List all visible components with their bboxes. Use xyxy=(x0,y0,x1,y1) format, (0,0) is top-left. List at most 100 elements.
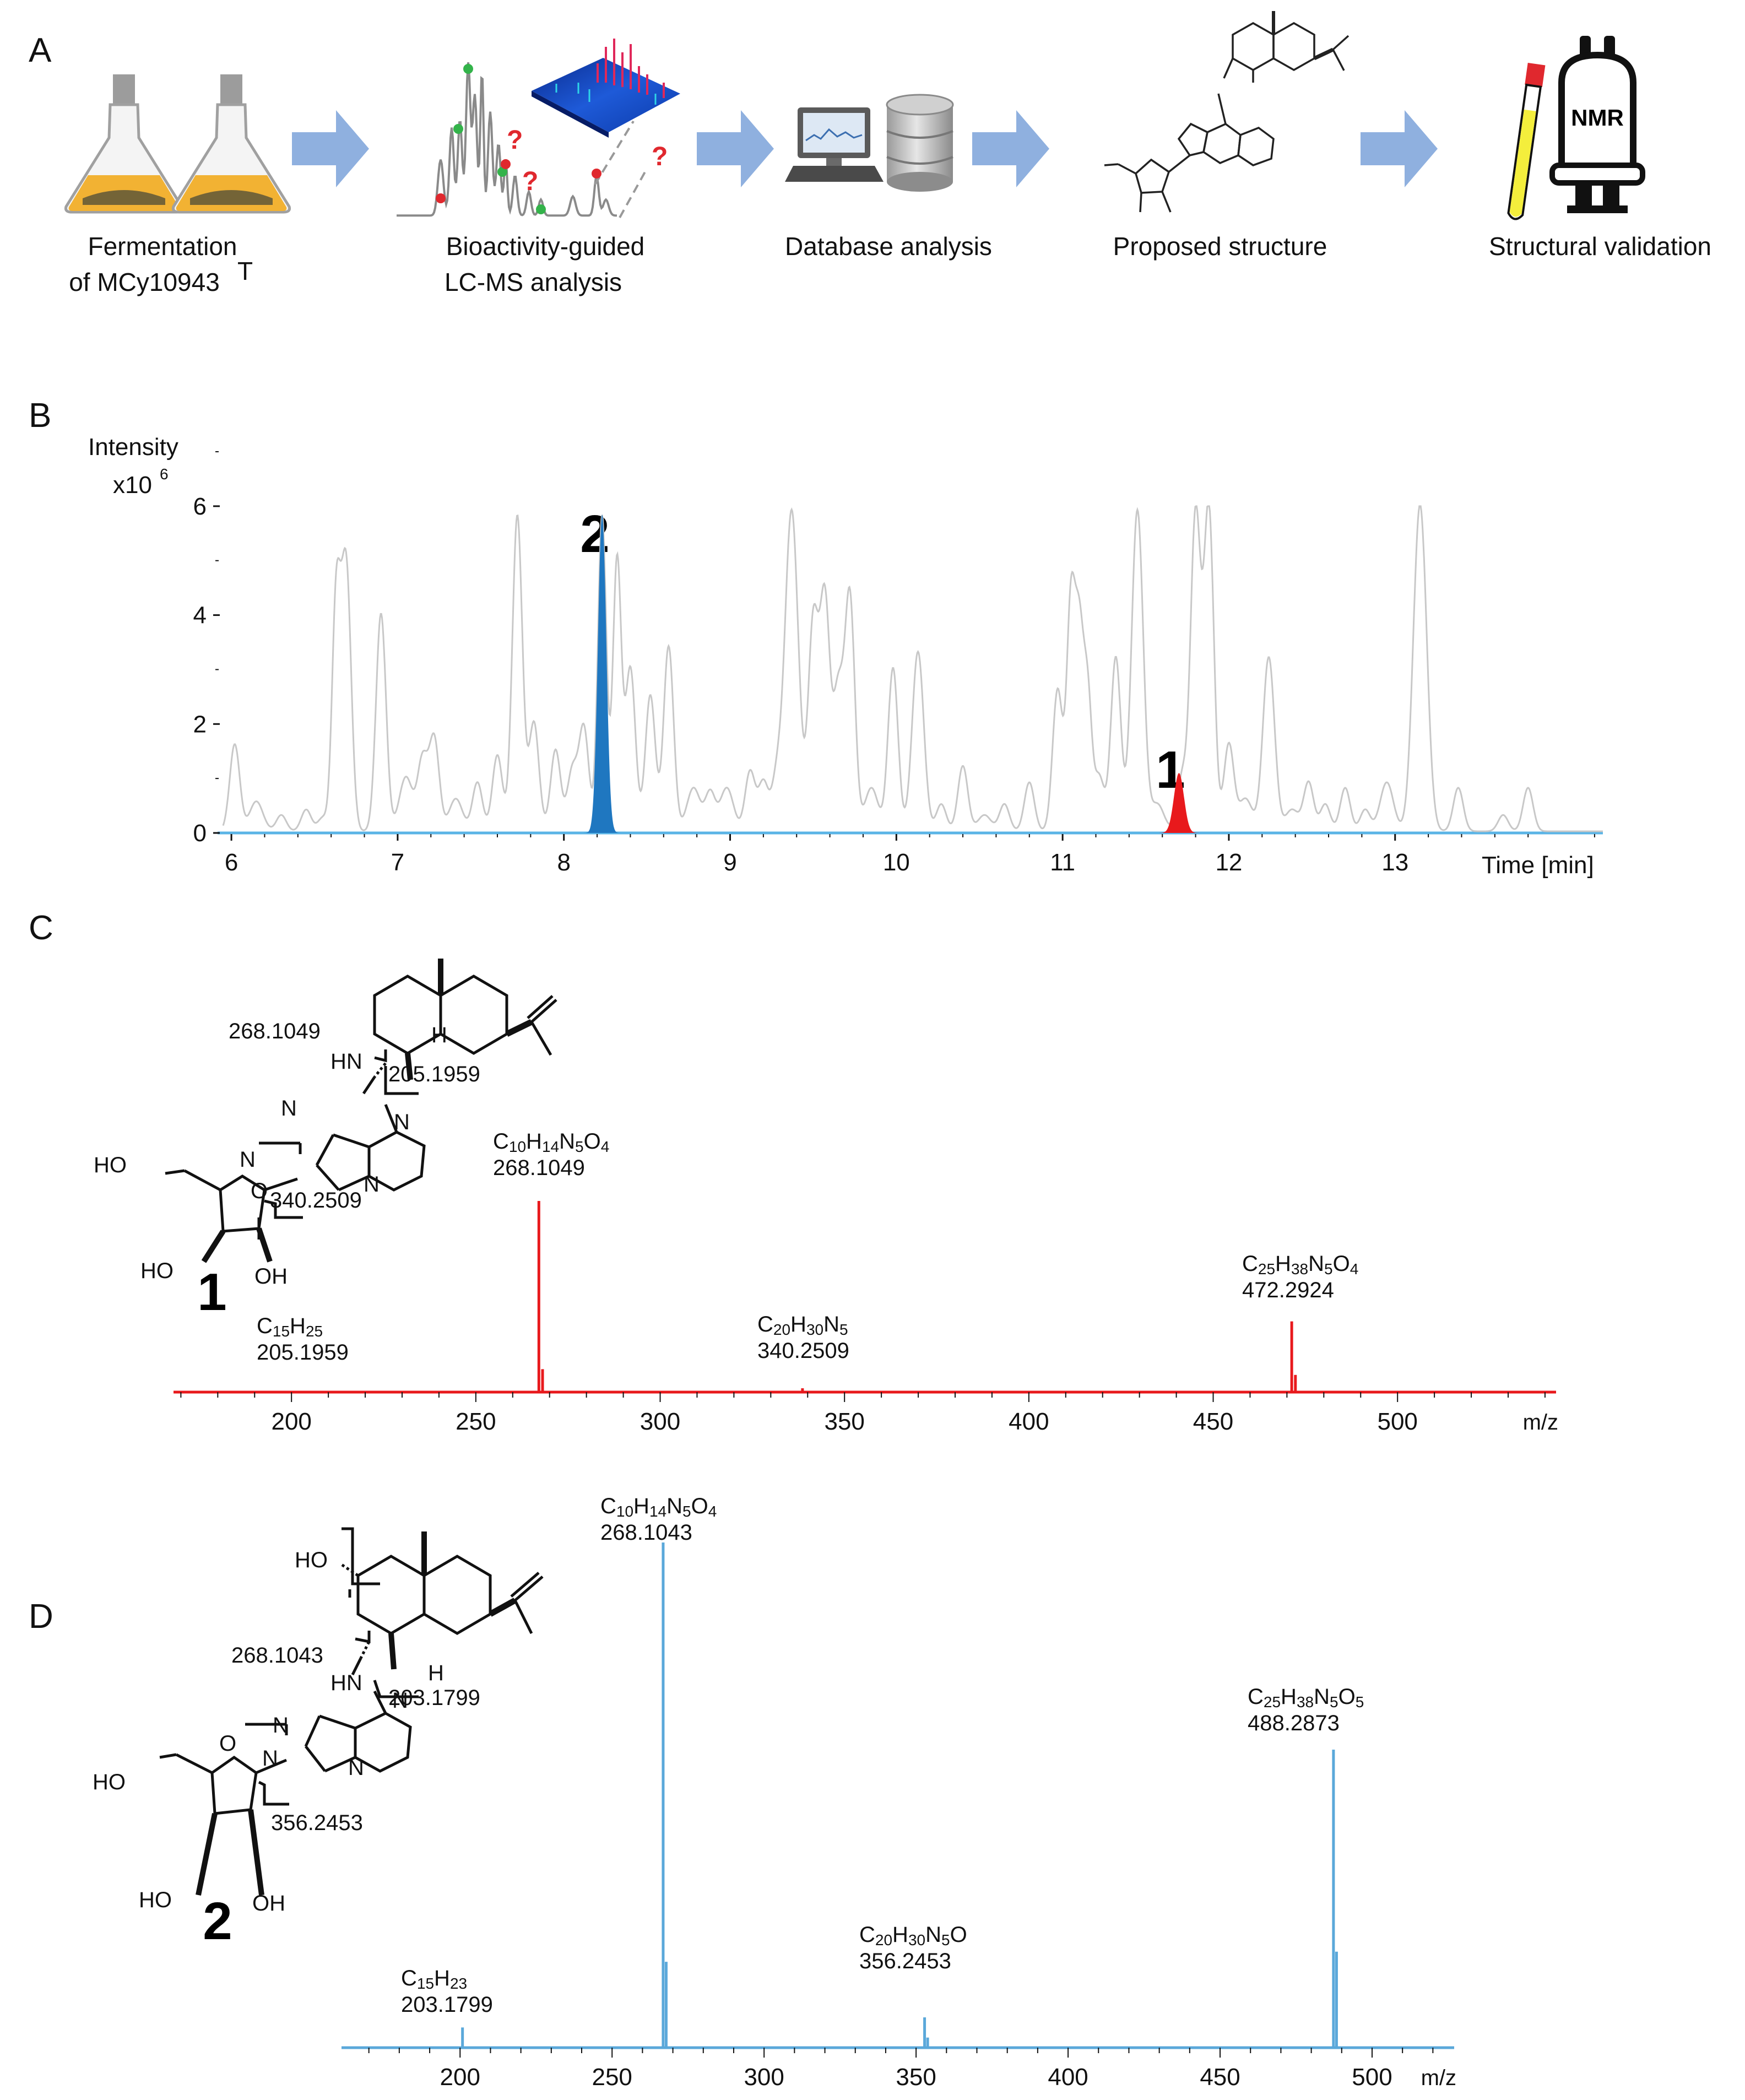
formula-part: C xyxy=(859,1923,875,1947)
formula-part: H xyxy=(1275,1252,1291,1276)
step-proposed: Proposed structure xyxy=(1113,232,1327,261)
x-tick-label: 250 xyxy=(456,1408,496,1435)
x-tick-label: 11 xyxy=(1050,849,1075,876)
formula-part: N xyxy=(559,1129,575,1154)
flask-icon xyxy=(64,74,183,214)
atom-label: N xyxy=(240,1148,256,1172)
step-fermentation-line1: Fermentation xyxy=(88,232,237,261)
formula-part: 25 xyxy=(306,1323,323,1340)
atom-label: H xyxy=(431,1023,447,1047)
chromatogram-icon: ? ? ? xyxy=(397,62,668,218)
formula-part: 10 xyxy=(509,1138,526,1155)
structure-1: HN H N N N N O HO HO OH 268.1049 205.195… xyxy=(94,959,557,1322)
y-tick-label: 6 xyxy=(193,493,207,520)
fragment-label: 268.1049 xyxy=(229,1019,321,1043)
step-validation: Structural validation xyxy=(1489,232,1711,261)
fragment-label: 340.2509 xyxy=(270,1188,362,1213)
x-tick-label: 250 xyxy=(592,2064,632,2091)
formula-label: C15H23 xyxy=(401,1966,467,1992)
x-tick-label: 300 xyxy=(640,1408,680,1435)
ms-spectrum-1: 200 250 300 350 400 450 500 m/zC15H25205.1959C1… xyxy=(174,1129,1558,1435)
peak-compound-2 xyxy=(582,514,622,833)
formula-part: N xyxy=(823,1312,839,1336)
atom-label: OH xyxy=(254,1264,288,1289)
formula-part: 5 xyxy=(1356,1693,1364,1711)
fragment-label: 356.2453 xyxy=(271,1811,363,1835)
heatmap-icon xyxy=(532,39,680,138)
x-tick-label: 450 xyxy=(1193,1408,1233,1435)
step-fermentation-sup: T xyxy=(237,257,253,285)
mz-label: 356.2453 xyxy=(859,1949,951,1973)
peak-compound-1 xyxy=(1159,773,1199,833)
formula-part: 38 xyxy=(1297,1693,1314,1711)
atom-label: HO xyxy=(94,1153,127,1177)
x-axis-label: m/z xyxy=(1421,2066,1456,2090)
compound-2-label: 2 xyxy=(580,505,609,564)
mz-label: 205.1959 xyxy=(257,1340,349,1365)
atom-label: HO xyxy=(93,1770,126,1794)
x-tick-label: 350 xyxy=(824,1408,864,1435)
formula-part: 4 xyxy=(708,1503,717,1520)
formula-part: O xyxy=(1333,1252,1350,1276)
y-tick-label: 2 xyxy=(193,711,207,738)
x-tick-label: 6 xyxy=(225,849,238,876)
formula-part: O xyxy=(691,1494,708,1518)
x-tick-label: 200 xyxy=(271,1408,311,1435)
x-tick-label: 450 xyxy=(1200,2064,1240,2091)
x-tick-label: 7 xyxy=(391,849,404,876)
chromatogram-xlabel: Time [min] xyxy=(1482,852,1594,879)
structure-icon xyxy=(1104,11,1350,213)
ms-spectrum-2: 200 250 300 350 400 450 500 m/zC15H23203.1799C1… xyxy=(342,1494,1456,2091)
formula-part: 15 xyxy=(417,1975,434,1992)
chromatogram-ylabel-line2: x10 xyxy=(113,472,152,499)
formula-part: H xyxy=(790,1312,806,1336)
formula-part: C xyxy=(757,1312,773,1336)
x-tick-label: 400 xyxy=(1048,2064,1088,2091)
formula-label: C25H38N5O5 xyxy=(1248,1685,1364,1711)
database-icon xyxy=(886,94,954,192)
formula-part: 14 xyxy=(649,1503,666,1520)
formula-label: C10H14N5O4 xyxy=(493,1129,609,1155)
panel-label-d: D xyxy=(29,1598,53,1636)
nmr-magnet-icon: NMR xyxy=(1549,36,1645,213)
formula-label: C20H30N5O xyxy=(859,1923,967,1949)
atom-label: OH xyxy=(252,1891,285,1915)
x-tick-label: 8 xyxy=(557,849,570,876)
formula-part: 5 xyxy=(839,1321,848,1338)
atom-label: N xyxy=(364,1172,380,1197)
x-tick-label: 350 xyxy=(896,2064,936,2091)
x-axis-label: m/z xyxy=(1523,1410,1558,1435)
x-tick-label: 12 xyxy=(1215,849,1242,876)
mz-label: 488.2873 xyxy=(1248,1711,1340,1735)
atom-label: H xyxy=(428,1661,444,1685)
chromatogram-trace xyxy=(222,505,1603,832)
x-tick-label: 200 xyxy=(440,2064,480,2091)
formula-part: N xyxy=(1308,1252,1324,1276)
formula-label: C15H25 xyxy=(257,1314,323,1340)
arrow-icon xyxy=(1361,110,1438,187)
workflow-panel: Fermentation of MCy10943 T ? ? ? xyxy=(64,11,1711,296)
mz-label: 340.2509 xyxy=(757,1339,849,1363)
formula-part: O xyxy=(950,1923,967,1947)
atom-label: N xyxy=(394,1110,410,1134)
fragment-label: 203.1799 xyxy=(388,1686,480,1710)
formula-part: 25 xyxy=(1258,1260,1275,1278)
formula-part: 20 xyxy=(875,1931,892,1949)
formula-part: H xyxy=(290,1314,306,1338)
formula-part: C xyxy=(493,1129,509,1154)
formula-part: C xyxy=(600,1494,616,1518)
atom-label: HO xyxy=(139,1888,172,1912)
formula-part: 14 xyxy=(542,1138,559,1155)
formula-part: 5 xyxy=(1324,1260,1333,1278)
computer-icon xyxy=(785,107,884,182)
x-tick-label: 10 xyxy=(883,849,910,876)
mz-label: 472.2924 xyxy=(1242,1278,1334,1302)
atom-label: N xyxy=(348,1756,364,1780)
arrow-icon xyxy=(972,110,1049,187)
question-mark: ? xyxy=(522,167,538,196)
step-database: Database analysis xyxy=(785,232,992,261)
nmr-tube-icon xyxy=(1507,63,1546,220)
fragment-label: 205.1959 xyxy=(388,1062,480,1086)
formula-part: H xyxy=(434,1966,450,1990)
